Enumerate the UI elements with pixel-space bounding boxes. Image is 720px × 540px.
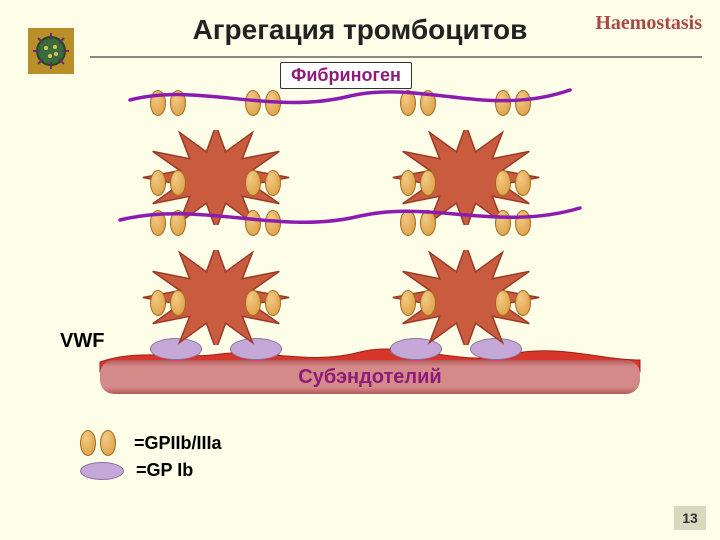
- page-number: 13: [674, 506, 706, 530]
- diagram-area: СубэндотелийФибриногенVWF=GPIIb/IIIa=GP …: [60, 60, 660, 480]
- gp2b3a-receptor: [150, 210, 192, 236]
- title-divider: [90, 56, 702, 58]
- gp2b3a-receptor: [245, 210, 287, 236]
- gp2b3a-receptor: [150, 90, 192, 116]
- gp2b3a-receptor: [400, 210, 442, 236]
- gp2b3a-receptor: [495, 210, 537, 236]
- gp2b3a-receptor: [400, 290, 442, 316]
- gp2b3a-receptor: [150, 170, 192, 196]
- gp2b3a-receptor: [245, 170, 287, 196]
- gp2b3a-receptor: [495, 290, 537, 316]
- fibrinogen-label: Фибриноген: [280, 62, 412, 89]
- gp2b3a-receptor: [400, 90, 442, 116]
- gp2b3a-receptor: [245, 90, 287, 116]
- gp2b3a-receptor: [245, 290, 287, 316]
- gp2b3a-receptor: [495, 170, 537, 196]
- subendothelium-bar: Субэндотелий: [100, 360, 640, 394]
- gp2b3a-receptor: [150, 290, 192, 316]
- gp2b3a-receptor: [80, 430, 122, 456]
- page-title: Агрегация тромбоцитов: [0, 14, 720, 46]
- gp2b3a-receptor: [400, 170, 442, 196]
- gp2b3a-receptor: [495, 90, 537, 116]
